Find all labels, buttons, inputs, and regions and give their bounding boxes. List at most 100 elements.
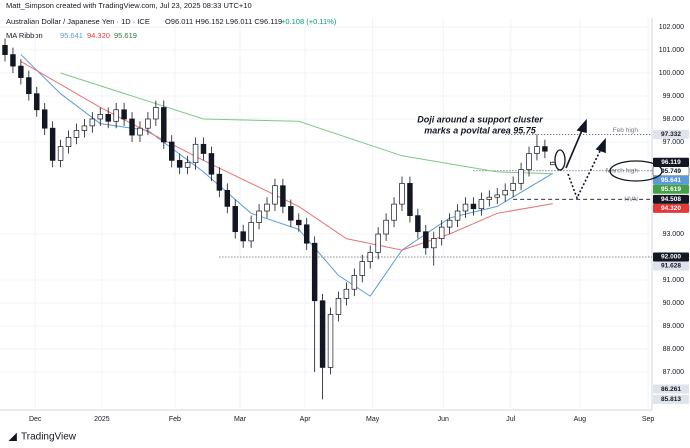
y-tick-label: 93.000 <box>663 231 685 238</box>
candle-body <box>470 203 477 210</box>
price-tag-label: 94.508 <box>661 196 681 203</box>
candle-body <box>248 222 254 242</box>
symbol: Australian Dollar / Japanese Yen · 1D · … <box>6 17 150 26</box>
candle-body <box>550 161 556 166</box>
price-tag-label: 91.628 <box>661 263 681 270</box>
price-tag-label: 97.332 <box>661 131 681 138</box>
candle-body <box>121 109 127 120</box>
candle-body <box>192 143 199 164</box>
candle-body <box>431 238 437 249</box>
ohlc: O96.011 H96.152 L96.011 C96.119 <box>165 17 282 26</box>
x-tick-label: May <box>366 416 380 423</box>
level-label: Feb high <box>613 127 639 134</box>
price-tag-label: 92.000 <box>661 254 681 261</box>
price-tag-label: 94.320 <box>661 205 681 212</box>
candle-body <box>327 314 334 368</box>
arrowhead <box>576 118 587 134</box>
candle-body <box>264 203 270 212</box>
price-tag <box>653 194 689 204</box>
y-tick-label: 89.000 <box>663 323 685 330</box>
ma-value: 95.619 <box>114 31 137 40</box>
y-tick-label: 91.000 <box>663 277 685 284</box>
candle-body <box>288 206 294 221</box>
price-tag-label: 95.641 <box>661 177 681 184</box>
y-tick-label: 90.000 <box>663 300 685 307</box>
candle-body <box>216 173 223 191</box>
y-tick-label: 100.000 <box>659 70 684 77</box>
level-label: HVN <box>624 196 638 203</box>
candle-body <box>10 54 16 67</box>
candle-body <box>296 219 302 226</box>
level-label: March high <box>606 167 639 174</box>
candle-body <box>65 137 72 147</box>
candle-body <box>311 242 318 302</box>
y-tick-label: 87.000 <box>663 369 685 376</box>
price-tag <box>653 175 689 185</box>
y-tick-label: 99.000 <box>663 93 685 100</box>
price-tag <box>653 394 689 404</box>
candle-body <box>240 231 246 242</box>
ma-value: 95.641 <box>60 31 83 40</box>
candle-body <box>81 125 88 131</box>
candle-body <box>542 146 548 152</box>
price-tag <box>653 184 689 194</box>
price-tag <box>653 252 689 262</box>
candle-body <box>438 226 445 239</box>
candle-body <box>169 141 175 161</box>
candle-body <box>89 118 96 127</box>
candle-body <box>391 203 397 221</box>
candle-body <box>367 252 373 262</box>
candle-body <box>415 215 421 233</box>
x-tick-label: Sep <box>642 416 655 423</box>
footer-logo: ◢ <box>8 432 17 443</box>
x-tick-label: Dec <box>29 416 42 423</box>
candle-body <box>97 114 104 120</box>
candle-body <box>105 114 111 122</box>
candle-body <box>113 109 119 122</box>
candle-body <box>73 130 80 138</box>
candle-body <box>176 160 183 168</box>
candle-body <box>446 219 453 228</box>
y-tick-label: 102.000 <box>659 24 684 31</box>
candle-body <box>454 210 461 221</box>
price-tag <box>653 129 689 139</box>
x-tick-label: Feb <box>169 416 181 423</box>
candle-body <box>153 107 159 120</box>
annotation: Doji around a support cluster <box>417 114 543 124</box>
arrow <box>565 127 584 169</box>
y-tick-label: 88.000 <box>663 346 685 353</box>
candle-body <box>510 183 516 191</box>
candle-body <box>2 45 8 55</box>
candle-body <box>383 219 389 235</box>
price-tag-label: 86.261 <box>661 386 681 393</box>
candle-body <box>137 127 143 136</box>
annotation: marks a povital area 95.75 <box>424 125 537 135</box>
price-tag <box>653 157 689 167</box>
arrowhead <box>595 137 606 154</box>
candle-body <box>343 288 350 299</box>
ma-title: MA Ribbon <box>6 31 43 40</box>
candle-body <box>272 185 278 205</box>
candle-body <box>335 298 342 315</box>
candle-body <box>18 65 24 78</box>
change: +0.108 (+0.11%) <box>281 17 337 26</box>
candle-body <box>502 189 508 196</box>
candle-body <box>399 183 405 205</box>
price-tag-label: 96.119 <box>661 159 681 166</box>
candle-body <box>423 231 429 249</box>
price-tag <box>653 203 689 213</box>
x-tick-label: Mar <box>234 416 247 423</box>
candle-body <box>224 189 231 207</box>
candle-body <box>184 162 191 168</box>
candle-body <box>351 275 358 290</box>
candle-body <box>34 93 40 111</box>
price-tag-label: 85.813 <box>661 396 681 403</box>
x-tick-label: Aug <box>574 416 587 423</box>
x-tick-label: Jun <box>438 416 449 423</box>
candle-body <box>407 183 413 216</box>
candle-body <box>518 169 524 184</box>
footer <box>0 428 690 448</box>
candle-body <box>208 153 215 175</box>
x-tick-label: 2025 <box>94 416 110 423</box>
